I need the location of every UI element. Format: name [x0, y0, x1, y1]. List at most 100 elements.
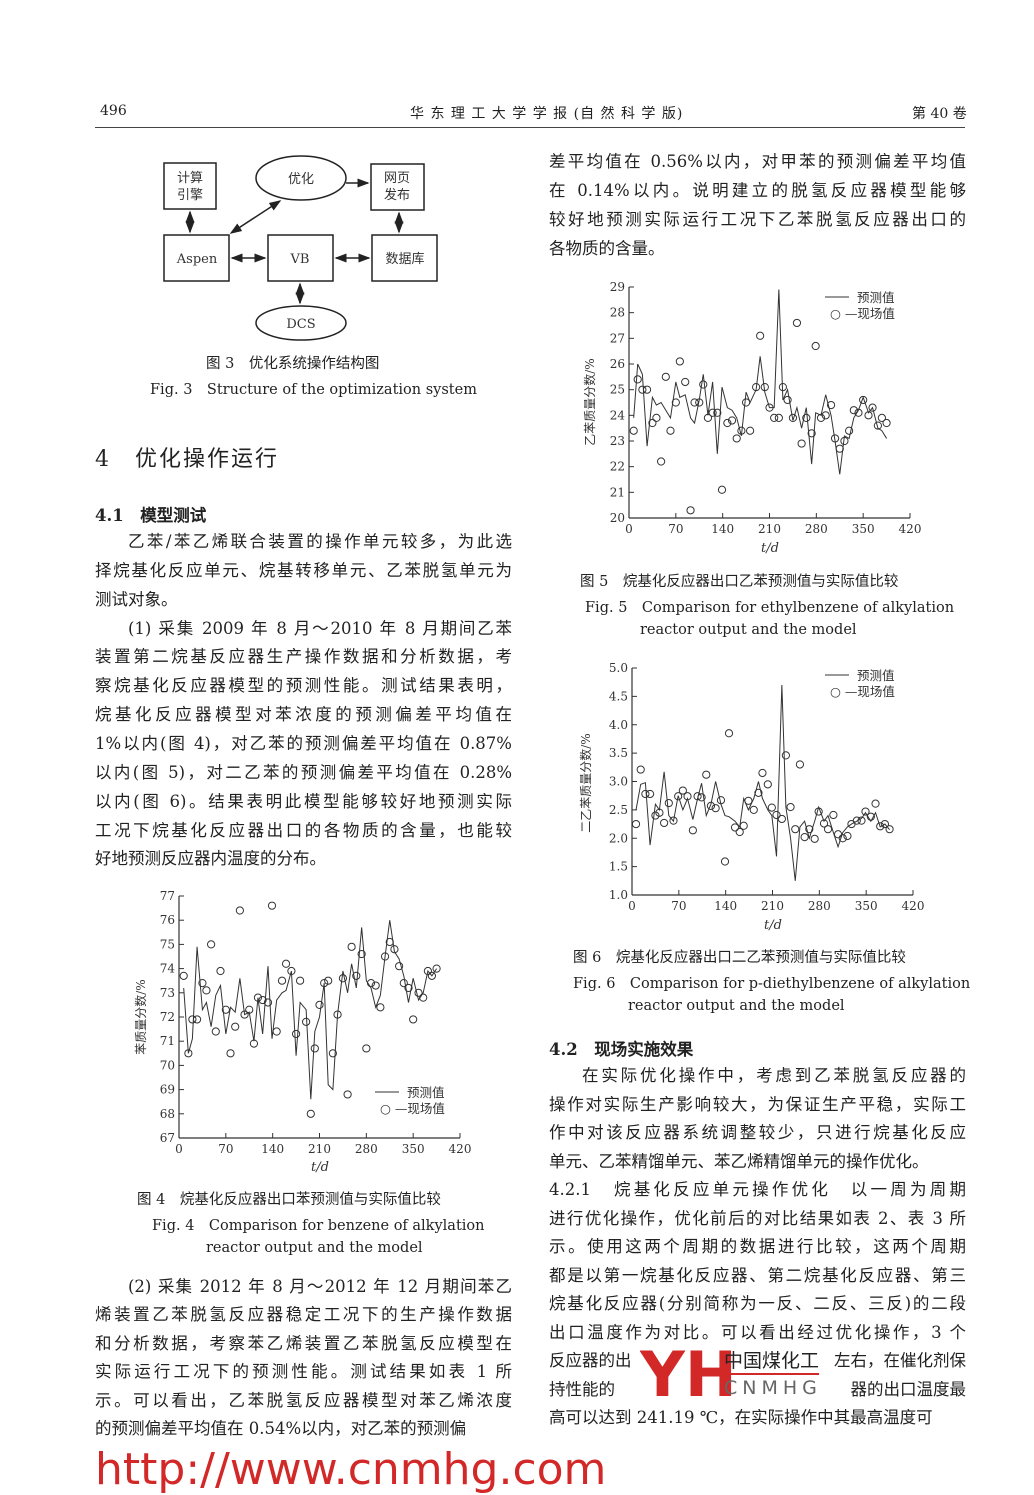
observed-point	[730, 823, 740, 832]
observed-point	[758, 768, 767, 778]
x-tick-label: 420	[902, 899, 925, 913]
observed-point	[741, 398, 751, 407]
text-line: 工况下烷基化反应器出口的各物质的含量，也能较	[95, 820, 512, 840]
observed-point	[253, 993, 263, 1002]
observed-point	[184, 1049, 193, 1058]
y-tick-label: 74	[160, 962, 176, 976]
observed-point	[419, 993, 428, 1002]
observed-point	[791, 825, 800, 834]
text-line: 持性能的 器的出口温度最	[549, 1375, 966, 1404]
text-fragment: 器的出口温度最	[850, 1379, 967, 1399]
node-engine-label: 引擎	[177, 188, 203, 203]
observed-point	[814, 807, 823, 816]
y-tick-label: 28	[610, 306, 625, 320]
figure-caption: reactor output and the model	[206, 1240, 423, 1256]
observed-point	[765, 403, 774, 412]
observed-point	[861, 807, 870, 816]
observed-point	[723, 418, 732, 428]
observed-point	[840, 436, 849, 446]
observed-point	[702, 770, 711, 779]
x-tick-label: 140	[714, 899, 737, 913]
legend-label-observed: ○ —现场值	[380, 1101, 445, 1116]
y-tick-label: 2.0	[609, 831, 628, 845]
observed-point	[843, 831, 852, 841]
text-line: 在实际优化操作中，考虑到乙苯脱氢反应器的	[582, 1066, 966, 1085]
observed-point	[754, 788, 763, 797]
node-optimize-ellipse	[255, 155, 347, 201]
text-line: 在 0.14%以内。说明建立的脱氢反应器模型能够	[549, 180, 966, 200]
observed-point	[880, 819, 890, 829]
y-axis-label: 苯质量分数/%	[133, 979, 148, 1054]
observed-point	[427, 971, 436, 980]
section-4-1-heading: 4.1 模型测试	[95, 506, 207, 525]
observed-point	[390, 945, 399, 954]
x-tick-label: 70	[668, 522, 683, 536]
figure-3-caption-en: Fig. 3 Structure of the optimization sys…	[150, 382, 477, 398]
predicted-series-line	[183, 920, 438, 1100]
observed-point	[249, 1039, 259, 1048]
observed-point	[788, 413, 798, 422]
observed-point	[706, 801, 716, 811]
y-tick-label: 20	[610, 511, 625, 525]
observed-point	[272, 1027, 281, 1036]
observed-point	[404, 983, 413, 993]
text-line: 乙苯/苯乙烯联合装置的操作单元较多，为此选	[128, 532, 512, 551]
x-tick-label: 350	[402, 1142, 425, 1156]
observed-point	[835, 444, 844, 453]
y-tick-label: 3.0	[609, 775, 628, 789]
observed-point	[781, 751, 790, 760]
observed-point	[669, 816, 678, 825]
observed-point	[660, 818, 669, 828]
node-vb-box	[267, 234, 334, 282]
figure-caption: Fig. 6 Comparison for p-diethylbenzene o…	[573, 976, 971, 992]
text-line: 和分析数据，考察苯乙烯装置乙苯脱氢反应模型在	[95, 1333, 512, 1353]
observed-point	[737, 426, 746, 435]
y-tick-label: 1.5	[609, 860, 628, 874]
observed-point	[829, 810, 838, 820]
observed-point	[885, 825, 894, 834]
observed-point	[711, 804, 720, 813]
observed-point	[703, 413, 713, 422]
figure-caption: 图 5 烷基化反应器出口乙苯预测值与实际值比较	[580, 574, 899, 590]
logo-en-text: CNMHG	[724, 1377, 822, 1399]
observed-point	[198, 979, 207, 988]
text-line: 好地预测反应器内温度的分布。	[95, 849, 326, 869]
observed-point	[774, 413, 783, 422]
y-tick-label: 24	[610, 408, 626, 422]
observed-point	[778, 383, 787, 392]
observed-point	[826, 400, 836, 410]
observed-point	[792, 318, 802, 328]
observed-point	[295, 976, 305, 985]
node-db-label: 数据库	[385, 251, 424, 267]
x-axis-label: t/d	[311, 1160, 329, 1175]
node-vb-label: VB	[290, 252, 310, 267]
x-tick-label: 210	[758, 522, 781, 536]
observed-point	[310, 1044, 319, 1053]
y-tick-label: 4.5	[609, 689, 628, 703]
observed-point	[802, 413, 811, 422]
x-tick-label: 70	[218, 1142, 233, 1156]
logo-letters: YH	[640, 1347, 737, 1403]
figure-caption: 图 4 烷基化反应器出口苯预测值与实际值比较	[137, 1192, 441, 1208]
y-tick-label: 77	[160, 889, 175, 903]
observed-point	[772, 810, 781, 820]
observed-point	[409, 1015, 418, 1024]
y-tick-label: 68	[160, 1107, 175, 1121]
x-tick-label: 420	[449, 1142, 472, 1156]
observed-point	[876, 822, 885, 831]
text-line: 各物质的含量。	[549, 238, 665, 258]
text-line: 装置第二烷基反应器生产操作数据和分析数据，考	[95, 647, 512, 667]
observed-point	[690, 398, 699, 407]
x-tick-label: 210	[761, 899, 784, 913]
y-tick-label: 69	[160, 1083, 175, 1097]
text-line: 烯装置乙苯脱氢反应器稳定工况下的生产操作数据	[95, 1305, 512, 1325]
figure-caption: reactor output and the model	[640, 622, 857, 638]
observed-point	[805, 825, 814, 834]
observed-point	[695, 398, 704, 407]
y-tick-label: 67	[160, 1131, 175, 1145]
observed-point	[833, 830, 843, 839]
figure-caption: 图 6 烷基化反应器出口二乙苯预测值与实际值比较	[573, 950, 906, 966]
figure-caption: Fig. 4 Comparison for benzene of alkylat…	[152, 1218, 485, 1234]
observed-point	[830, 434, 840, 443]
observed-point	[786, 802, 795, 812]
